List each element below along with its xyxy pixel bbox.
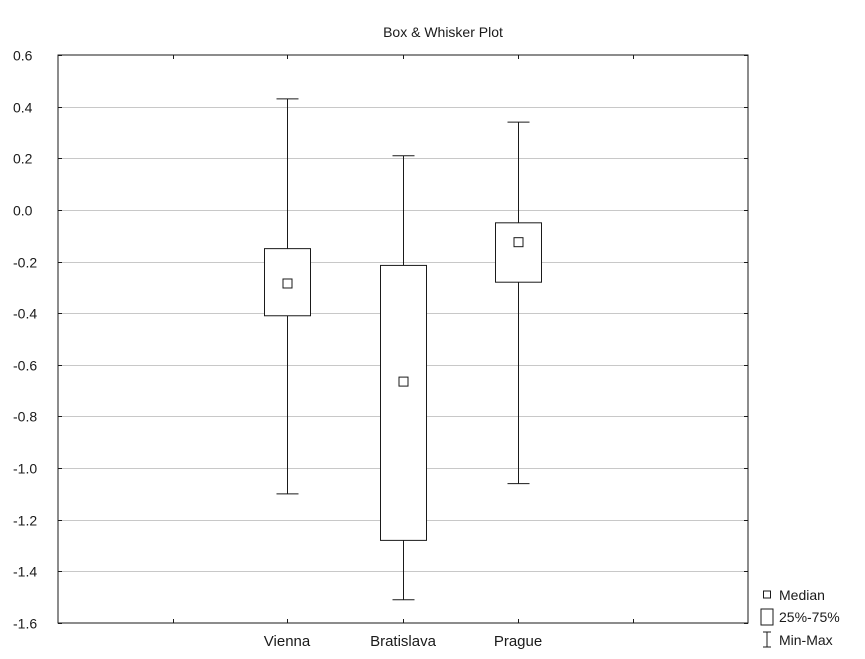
y-tick-label: -0.8 bbox=[13, 409, 37, 425]
legend-label: 25%-75% bbox=[779, 609, 840, 625]
legend-box-symbol bbox=[760, 608, 774, 626]
axis-ticks bbox=[58, 55, 748, 624]
y-tick-label: -1.2 bbox=[13, 513, 37, 529]
y-tick-label: -0.2 bbox=[13, 255, 37, 271]
legend: Median 25%-75% Min-Max bbox=[760, 587, 840, 648]
chart-title: Box & Whisker Plot bbox=[383, 24, 503, 40]
median-marker bbox=[398, 376, 409, 387]
box-series bbox=[264, 98, 542, 601]
x-category-label: Bratislava bbox=[370, 633, 437, 650]
iqr-box bbox=[495, 222, 542, 283]
x-category-label: Prague bbox=[494, 633, 542, 650]
legend-label: Min-Max bbox=[779, 632, 833, 648]
median-marker bbox=[282, 278, 293, 289]
y-tick-label: -0.6 bbox=[13, 358, 37, 374]
y-tick-label: 0.0 bbox=[13, 203, 33, 219]
iqr-box bbox=[380, 264, 427, 541]
y-tick-label: 0.2 bbox=[13, 151, 33, 167]
y-tick-label: 0.4 bbox=[13, 100, 33, 116]
legend-median-symbol bbox=[763, 590, 771, 599]
y-tick-label: -0.4 bbox=[13, 306, 37, 322]
x-category-label: Vienna bbox=[264, 633, 311, 650]
y-tick-label: 0.6 bbox=[13, 48, 33, 64]
median-marker bbox=[513, 237, 524, 248]
axis-labels: 0.6 0.4 0.2 0.0 -0.2 -0.4 -0.6 -0.8 -1.0 -1.2 -1.4… bbox=[13, 48, 542, 651]
y-tick-label: -1.0 bbox=[13, 461, 37, 477]
y-tick-label: -1.4 bbox=[13, 564, 37, 580]
legend-label: Median bbox=[779, 587, 825, 603]
y-tick-label: -1.6 bbox=[13, 616, 37, 632]
